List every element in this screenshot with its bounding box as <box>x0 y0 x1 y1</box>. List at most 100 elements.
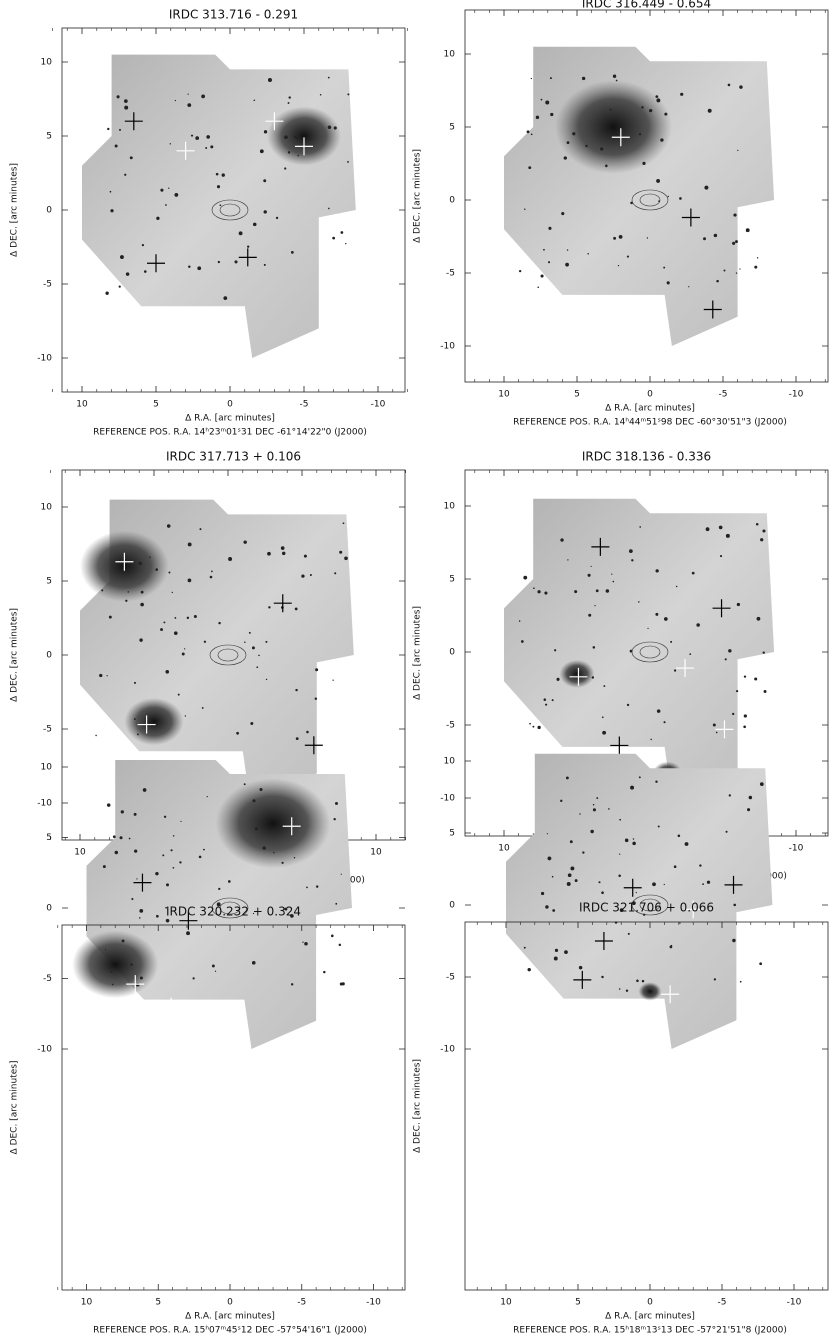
star <box>214 970 217 972</box>
star <box>627 932 630 935</box>
star <box>339 982 343 986</box>
star <box>258 654 260 657</box>
star <box>315 885 319 888</box>
star <box>254 827 258 831</box>
star <box>116 95 120 99</box>
star <box>111 983 114 986</box>
star <box>670 640 673 643</box>
star <box>656 98 661 103</box>
star <box>155 568 158 571</box>
star <box>142 788 147 792</box>
star <box>143 270 147 273</box>
star <box>537 725 541 730</box>
star <box>333 126 337 130</box>
star <box>664 617 668 621</box>
x-tick-label: 0 <box>647 390 653 400</box>
source-cross <box>591 537 610 556</box>
star <box>618 988 621 990</box>
star <box>265 678 268 681</box>
star <box>656 709 661 713</box>
source-cross <box>265 112 284 131</box>
dark-cloud <box>638 982 662 1001</box>
star <box>127 591 130 593</box>
star <box>601 891 604 895</box>
star <box>657 825 660 828</box>
star <box>600 147 604 151</box>
star <box>174 193 179 197</box>
star <box>190 134 194 137</box>
star <box>256 666 259 669</box>
star <box>171 591 173 594</box>
star <box>601 975 604 979</box>
star <box>754 677 758 681</box>
star <box>186 931 190 936</box>
star <box>195 136 200 140</box>
star <box>184 715 187 717</box>
star <box>667 195 669 198</box>
star <box>528 166 532 170</box>
star <box>121 939 125 943</box>
star <box>165 669 170 674</box>
star <box>545 703 548 706</box>
star <box>340 231 344 234</box>
star <box>529 722 531 725</box>
star <box>102 865 106 869</box>
star <box>335 902 338 905</box>
star <box>664 112 668 116</box>
star <box>197 266 202 271</box>
star <box>550 112 554 117</box>
star <box>728 649 732 653</box>
star <box>579 813 581 815</box>
star <box>281 861 284 864</box>
star <box>759 782 764 786</box>
star <box>252 799 256 803</box>
star <box>119 255 124 259</box>
star <box>546 833 549 835</box>
star <box>556 677 560 681</box>
star <box>684 842 689 846</box>
star <box>234 260 238 264</box>
star <box>259 149 264 154</box>
y-tick-label: 0 <box>46 206 52 216</box>
star <box>124 105 129 110</box>
star <box>163 815 167 818</box>
x-tick-label: -5 <box>718 1298 727 1308</box>
star <box>193 614 197 618</box>
dark-cloud <box>124 697 184 746</box>
y-tick-label: -10 <box>440 1045 455 1055</box>
star <box>552 909 556 912</box>
star <box>679 922 681 924</box>
star <box>172 835 175 837</box>
y-tick-label: 5 <box>449 123 455 133</box>
star <box>617 264 620 267</box>
star <box>532 725 535 728</box>
star <box>302 941 304 943</box>
star <box>119 128 121 131</box>
star <box>624 838 629 843</box>
dark-cloud <box>559 659 595 688</box>
star <box>339 550 343 554</box>
star <box>251 961 256 965</box>
star <box>641 106 644 109</box>
dark-cloud <box>72 930 159 999</box>
y-tick-label: -5 <box>446 269 455 279</box>
star <box>602 730 607 735</box>
star <box>530 133 533 136</box>
star <box>275 216 279 220</box>
star <box>759 962 763 966</box>
x-tick-label: 5 <box>155 1298 161 1308</box>
contour <box>211 897 249 919</box>
star <box>518 269 522 273</box>
star <box>594 604 596 607</box>
star <box>739 980 742 983</box>
star <box>626 703 630 707</box>
star <box>762 651 765 654</box>
star <box>585 144 588 148</box>
star <box>592 646 596 649</box>
star <box>267 551 271 556</box>
star <box>712 723 716 727</box>
star <box>535 115 540 120</box>
star <box>605 589 610 593</box>
